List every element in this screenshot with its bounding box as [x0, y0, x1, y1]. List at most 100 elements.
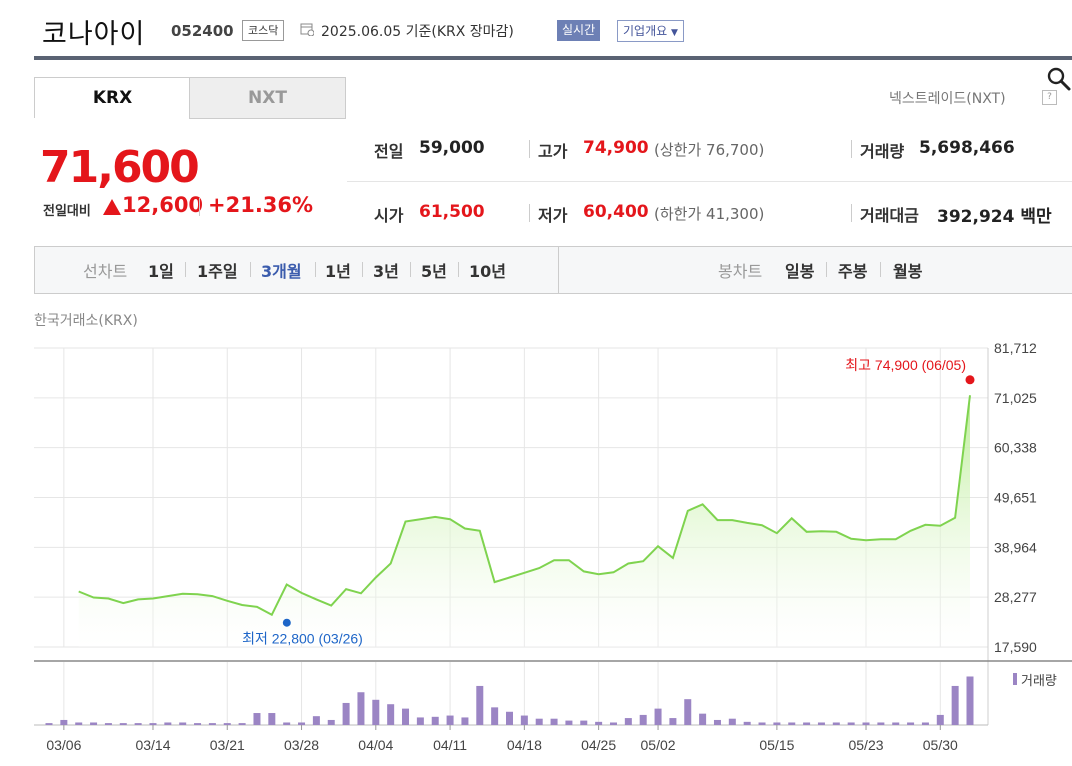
y-tick-label: 71,025: [994, 390, 1037, 406]
candle-monthly[interactable]: 월봉: [893, 262, 923, 281]
current-price: 71,600: [40, 142, 200, 193]
volume-bar: [119, 723, 127, 725]
nextrade-link[interactable]: 넥스트레이드(NXT): [889, 91, 1006, 107]
company-overview-label: 기업개요: [623, 24, 668, 38]
period-1w[interactable]: 1주일: [197, 262, 238, 281]
low-marker-label: 최저 22,800 (03/26): [242, 631, 363, 647]
period-1d[interactable]: 1일: [148, 262, 174, 281]
volume-bar: [164, 722, 172, 725]
divider: [880, 262, 881, 277]
x-tick-label: 03/06: [46, 737, 81, 753]
volume-bar: [387, 704, 395, 725]
change-value: 12,600: [122, 193, 204, 217]
low-label: 저가: [538, 206, 568, 225]
volume-legend-swatch: [1013, 673, 1017, 685]
volume-bar: [104, 723, 112, 725]
price-chart: 최고 74,900 (06/05) 최저 22,800 (03/26) 81,71…: [34, 340, 1072, 753]
open-label: 시가: [374, 206, 404, 225]
volume-bar: [580, 720, 588, 725]
divider: [199, 198, 200, 216]
volume-bar: [520, 715, 528, 725]
high-value: 74,900: [583, 138, 649, 158]
volume-bar: [609, 722, 617, 725]
period-1y[interactable]: 1년: [325, 262, 351, 281]
stock-name: 코나아이: [42, 19, 146, 50]
amount-label: 거래대금: [860, 206, 919, 225]
period-3y[interactable]: 3년: [373, 262, 399, 281]
open-value: 61,500: [419, 202, 485, 222]
volume-bar: [654, 708, 662, 725]
candle-chart-label: 봉차트: [718, 262, 763, 281]
candle-daily[interactable]: 일봉: [785, 262, 815, 281]
volume-bar: [936, 714, 944, 725]
y-tick-label: 49,651: [994, 490, 1037, 506]
volume-bar: [75, 722, 83, 725]
volume-bar: [446, 715, 454, 725]
help-icon[interactable]: ?: [1042, 90, 1057, 105]
high-marker: [965, 375, 975, 385]
high-label: 고가: [538, 142, 568, 161]
amount-value: 392,924 백만: [937, 207, 1052, 227]
x-tick-label: 05/15: [759, 737, 794, 753]
period-toolbar: [34, 246, 1072, 294]
divider: [458, 262, 459, 277]
volume-bar: [862, 722, 870, 725]
company-overview-dropdown[interactable]: 기업개요 ▼: [617, 20, 684, 42]
volume-bar: [699, 713, 707, 725]
volume-bar: [402, 708, 410, 725]
high-marker-label: 최고 74,900 (06/05): [845, 357, 966, 373]
volume-bar: [342, 702, 350, 725]
volume-bar: [907, 722, 915, 725]
period-5y[interactable]: 5년: [421, 262, 447, 281]
market-badge: 코스닥: [242, 20, 285, 41]
volume-bar: [535, 718, 543, 725]
divider: [185, 262, 186, 277]
volume-bar: [179, 722, 187, 725]
volume-bar: [639, 714, 647, 725]
y-tick-label: 60,338: [994, 440, 1037, 456]
volume-bar: [194, 723, 202, 725]
volume-bar: [966, 676, 974, 725]
x-tick-label: 04/11: [433, 737, 467, 753]
divider: [851, 140, 852, 158]
volume-bar: [372, 699, 380, 725]
y-tick-label: 17,590: [994, 639, 1037, 655]
volume-bar: [45, 723, 53, 725]
price-area: [78, 395, 970, 647]
volume-legend-label: 거래량: [1021, 673, 1057, 688]
volume-bar: [892, 722, 900, 725]
volume-bar: [134, 723, 142, 725]
divider: [410, 262, 411, 277]
volume-bar: [283, 722, 291, 725]
volume-bar: [90, 722, 98, 725]
divider: [529, 140, 530, 158]
x-tick-label: 05/02: [641, 737, 676, 753]
volume-bar: [506, 711, 513, 725]
volume-bar: [416, 717, 424, 725]
up-triangle-icon: [103, 199, 121, 215]
divider: [529, 204, 530, 222]
y-tick-label: 38,964: [994, 539, 1037, 555]
x-tick-label: 04/18: [507, 737, 542, 753]
volume-bar: [357, 692, 365, 725]
period-3m[interactable]: 3개월: [261, 262, 302, 281]
tab-nxt[interactable]: NXT: [189, 77, 346, 119]
volume-bar: [758, 722, 766, 725]
realtime-button[interactable]: 실시간: [557, 20, 601, 41]
search-icon[interactable]: [1046, 66, 1072, 92]
volume-bar: [669, 718, 677, 725]
tab-krx[interactable]: KRX: [34, 77, 191, 118]
volume-bar: [149, 723, 157, 725]
volume-bar: [877, 722, 885, 725]
low-marker: [282, 618, 291, 627]
period-10y[interactable]: 10년: [469, 262, 506, 281]
change-label: 전일대비: [43, 204, 91, 219]
volume-bar: [550, 718, 558, 725]
volume-bar: [60, 719, 68, 725]
candle-weekly[interactable]: 주봉: [838, 262, 868, 281]
volume-bar: [298, 722, 306, 725]
y-tick-label: 28,277: [994, 589, 1037, 605]
header-divider: [34, 56, 1072, 60]
x-tick-label: 05/30: [923, 737, 958, 753]
volume-bar: [461, 717, 469, 725]
